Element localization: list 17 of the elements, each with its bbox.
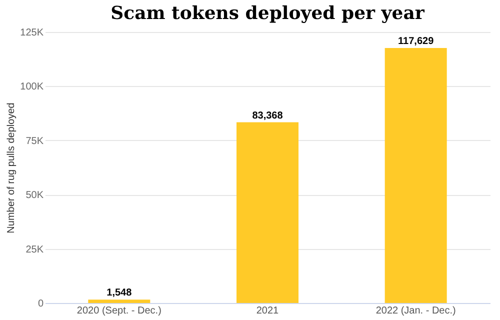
y-axis-title: Number of rug pulls deployed xyxy=(6,102,18,234)
y-tick-label: 75K xyxy=(26,136,44,147)
y-tick-label: 125K xyxy=(20,28,44,38)
bar xyxy=(88,300,150,303)
bar xyxy=(236,122,298,303)
x-tick-label: 2020 (Sept. - Dec.) xyxy=(76,306,162,316)
bar xyxy=(384,48,447,303)
chart-title: Scam tokens deployed per year xyxy=(110,3,425,24)
y-tick-label: 100K xyxy=(20,82,44,93)
x-tick-label: 2021 xyxy=(256,306,280,316)
y-tick-label: 0 xyxy=(38,298,44,310)
data-label: 83,368 xyxy=(252,110,284,122)
data-label: 1,548 xyxy=(106,288,132,299)
y-tick-label: 25K xyxy=(26,244,44,256)
x-tick-label: 2022 (Jan. - Dec.) xyxy=(376,306,456,316)
data-label: 117,629 xyxy=(398,36,434,47)
y-tick-label: 50K xyxy=(26,190,44,202)
